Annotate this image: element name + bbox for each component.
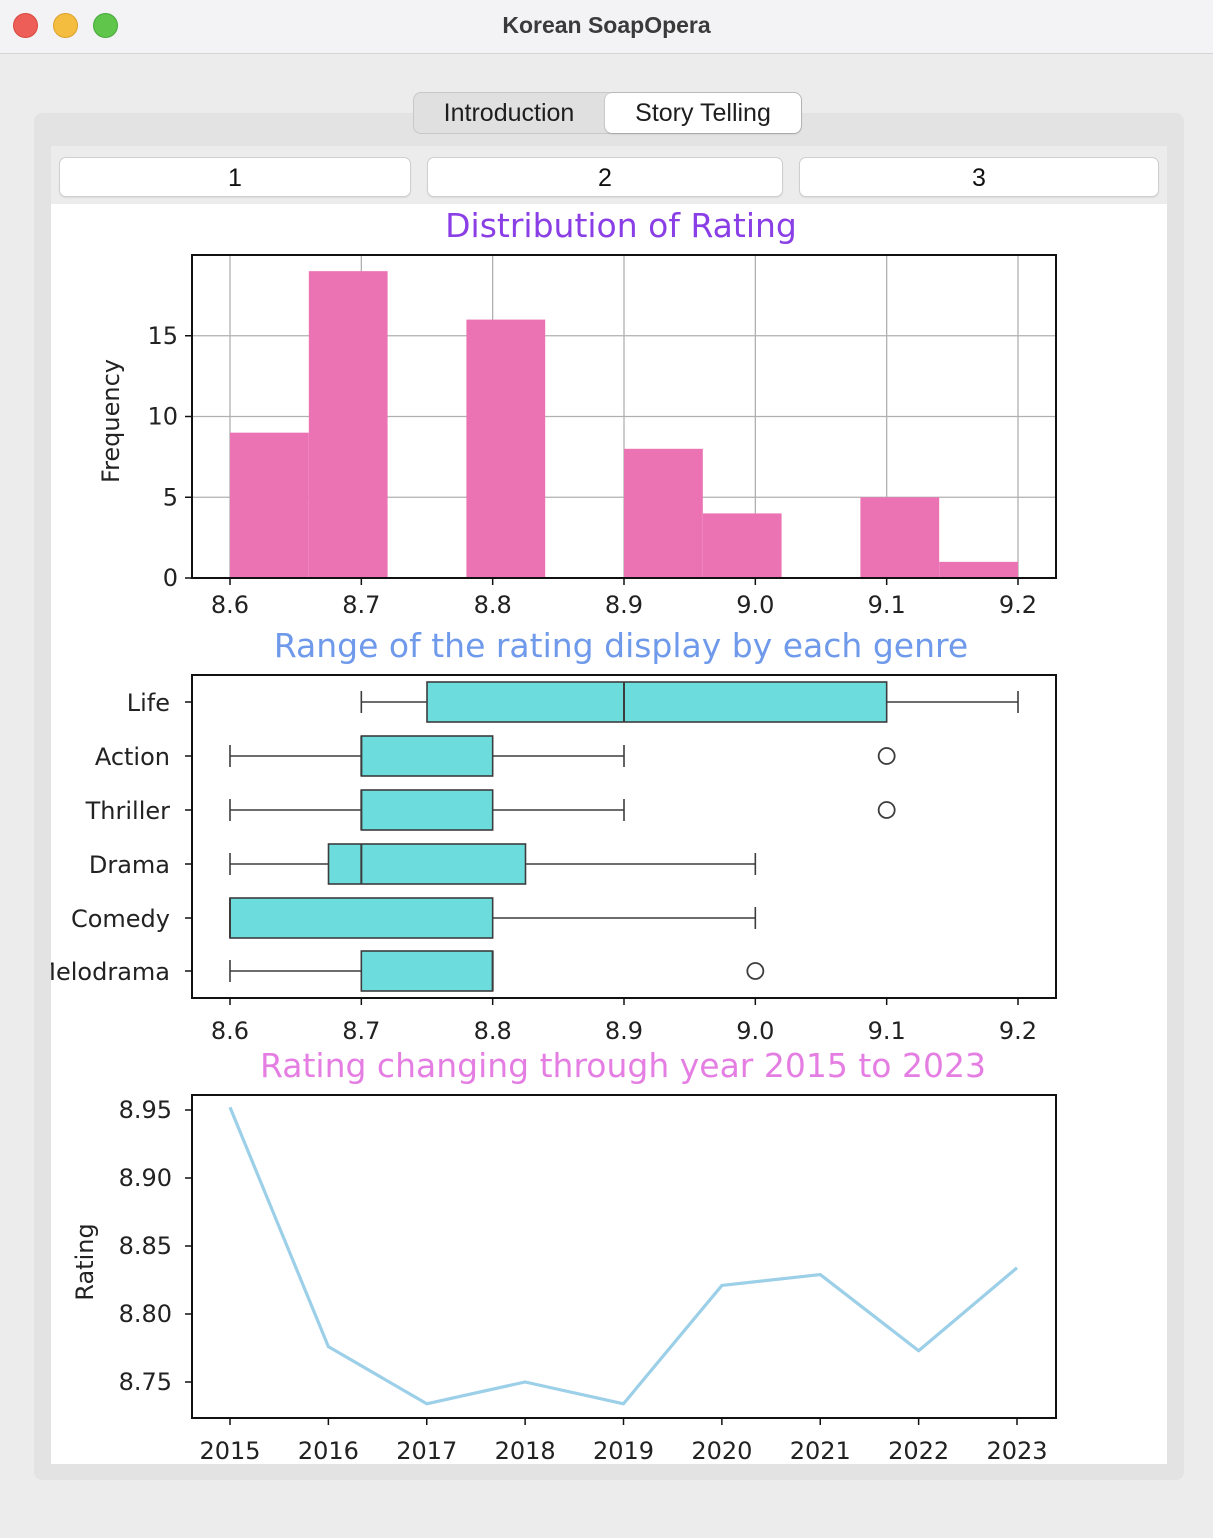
box-genre-label: Comedy bbox=[71, 905, 170, 933]
title-bar: Korean SoapOpera bbox=[0, 0, 1213, 54]
zoom-window-button[interactable] bbox=[93, 13, 118, 38]
histogram-bar bbox=[860, 497, 940, 578]
line-y-tick-label: 8.90 bbox=[119, 1164, 172, 1192]
box-x-tick-label: 9.1 bbox=[868, 1017, 906, 1045]
page-2-button[interactable]: 2 bbox=[427, 157, 783, 197]
line-x-tick-label: 2018 bbox=[495, 1437, 556, 1465]
box-x-tick-label: 8.7 bbox=[342, 1017, 380, 1045]
hist-x-tick-label: 8.7 bbox=[342, 591, 380, 619]
tab-bar: Introduction Story Telling bbox=[413, 92, 802, 134]
box-x-tick-label: 9.0 bbox=[736, 1017, 774, 1045]
line-y-axis-label: Rating bbox=[71, 1223, 99, 1300]
chart-panel bbox=[51, 146, 1167, 1464]
hist-x-tick-label: 8.6 bbox=[211, 591, 249, 619]
hist-chart-title: Distribution of Rating bbox=[445, 206, 797, 245]
genre-box bbox=[360, 735, 494, 777]
histogram-bar bbox=[230, 432, 309, 578]
window-title: Korean SoapOpera bbox=[502, 12, 711, 38]
hist-x-tick-label: 8.8 bbox=[474, 591, 512, 619]
line-x-tick-label: 2019 bbox=[593, 1437, 654, 1465]
genre-box bbox=[360, 950, 494, 992]
box-outlier-point bbox=[746, 962, 765, 980]
line-x-tick-label: 2016 bbox=[298, 1437, 359, 1465]
page-3-button[interactable]: 3 bbox=[799, 157, 1159, 197]
hist-x-tick-label: 9.0 bbox=[736, 591, 774, 619]
rating-trend-line bbox=[228, 1106, 1019, 1406]
genre-box bbox=[360, 789, 494, 831]
hist-y-axis-label: Frequency bbox=[97, 359, 125, 483]
box-chart-title: Range of the rating display by each genr… bbox=[274, 626, 968, 665]
box-genre-label: Action bbox=[95, 743, 170, 771]
box-outlier-point bbox=[877, 801, 896, 819]
line-x-tick-label: 2021 bbox=[790, 1437, 851, 1465]
tab-story-telling[interactable]: Story Telling bbox=[605, 93, 801, 133]
hist-y-tick-label: 5 bbox=[163, 483, 178, 511]
box-genre-label: Thriller bbox=[85, 797, 171, 825]
histogram-bar bbox=[466, 319, 546, 578]
line-x-tick-label: 2023 bbox=[986, 1437, 1047, 1465]
box-genre-label: Melodrama bbox=[35, 958, 170, 986]
hist-y-tick-label: 0 bbox=[163, 564, 178, 592]
tab-introduction[interactable]: Introduction bbox=[443, 99, 575, 127]
genre-box bbox=[229, 897, 494, 939]
line-x-tick-label: 2022 bbox=[888, 1437, 949, 1465]
box-genre-label: Life bbox=[127, 689, 170, 717]
box-x-tick-label: 8.8 bbox=[474, 1017, 512, 1045]
box-outlier-point bbox=[877, 747, 896, 765]
genre-box bbox=[327, 843, 527, 885]
box-axes-frame bbox=[191, 674, 1057, 999]
line-chart-title: Rating changing through year 2015 to 202… bbox=[260, 1046, 986, 1085]
line-y-tick-label: 8.80 bbox=[119, 1300, 172, 1328]
line-y-tick-label: 8.75 bbox=[119, 1368, 172, 1396]
line-y-tick-label: 8.85 bbox=[119, 1232, 172, 1260]
box-x-tick-label: 8.9 bbox=[605, 1017, 643, 1045]
hist-x-tick-label: 8.9 bbox=[605, 591, 643, 619]
hist-x-tick-label: 9.1 bbox=[868, 591, 906, 619]
line-x-tick-label: 2015 bbox=[199, 1437, 260, 1465]
box-genre-label: Drama bbox=[89, 851, 170, 879]
box-x-tick-label: 8.6 bbox=[211, 1017, 249, 1045]
hist-y-tick-label: 15 bbox=[147, 322, 178, 350]
hist-y-tick-label: 10 bbox=[147, 403, 178, 431]
histogram-bar bbox=[308, 271, 388, 578]
hist-x-tick-label: 9.2 bbox=[999, 591, 1037, 619]
histogram-bar bbox=[702, 513, 782, 578]
genre-box bbox=[426, 681, 888, 723]
close-window-button[interactable] bbox=[13, 13, 38, 38]
histogram-bar bbox=[939, 561, 1018, 578]
line-y-tick-label: 8.95 bbox=[119, 1096, 172, 1124]
line-x-tick-label: 2020 bbox=[691, 1437, 752, 1465]
line-x-tick-label: 2017 bbox=[396, 1437, 457, 1465]
minimize-window-button[interactable] bbox=[53, 13, 78, 38]
box-x-tick-label: 9.2 bbox=[999, 1017, 1037, 1045]
line-axes-frame bbox=[191, 1094, 1057, 1419]
histogram-bar bbox=[624, 448, 703, 578]
page-1-button[interactable]: 1 bbox=[59, 157, 411, 197]
